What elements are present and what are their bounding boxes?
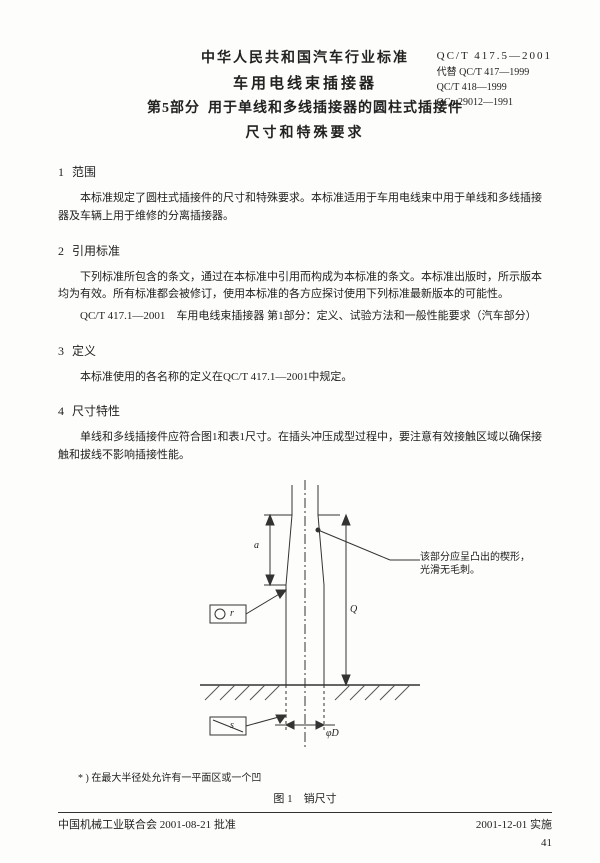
footer-rule <box>58 812 552 813</box>
footer-left: 中国机械工业联合会 2001-08-21 批准 <box>58 817 236 835</box>
section-1-p1: 本标准规定了圆柱式插接件的尺寸和特殊要求。本标准适用于车用电线束中用于单线和多线… <box>58 190 552 225</box>
dim-q-label: Q <box>350 603 357 616</box>
part-label: 第5部分 <box>147 98 200 120</box>
page-number: 41 <box>541 835 552 853</box>
dim-r-label: r <box>230 607 234 620</box>
section-3-head: 3 定义 <box>58 342 552 361</box>
section-1-title: 范围 <box>72 165 96 179</box>
section-2-num: 2 <box>58 244 64 258</box>
section-1-head: 1 范围 <box>58 163 552 182</box>
section-4-head: 4 尺寸特性 <box>58 402 552 421</box>
figure-caption: 图 1 销尺寸 <box>58 791 552 809</box>
header-block: QC/T 417.5—2001 代替 QC/T 417—1999 QC/T 41… <box>58 48 552 145</box>
std-sub1: 代替 QC/T 417—1999 <box>437 65 552 80</box>
standard-ids: QC/T 417.5—2001 代替 QC/T 417—1999 QC/T 41… <box>437 48 552 110</box>
pin-diagram-svg <box>58 475 552 765</box>
figure-1: a Q φD r s 该部分应呈凸出的楔形，光滑无毛刺。 <box>58 475 552 765</box>
section-2-title: 引用标准 <box>72 244 120 258</box>
std-sub2: QC/T 418—1999 <box>437 80 552 95</box>
std-main: QC/T 417.5—2001 <box>437 48 552 65</box>
section-3-num: 3 <box>58 344 64 358</box>
section-2-ref: QC/T 417.1—2001 车用电线束插接器 第1部分：定义、试验方法和一般… <box>58 308 552 326</box>
footer: 中国机械工业联合会 2001-08-21 批准 2001-12-01 实施 <box>58 812 552 835</box>
dim-phid-label: φD <box>326 727 339 740</box>
section-4-title: 尺寸特性 <box>72 404 120 418</box>
footer-right: 2001-12-01 实施 <box>476 817 552 835</box>
subtitle: 尺寸和特殊要求 <box>58 123 552 145</box>
section-4-num: 4 <box>58 404 64 418</box>
page: QC/T 417.5—2001 代替 QC/T 417—1999 QC/T 41… <box>0 0 600 863</box>
section-3-p1: 本标准使用的各名称的定义在QC/T 417.1—2001中规定。 <box>58 369 552 387</box>
dim-s-label: s <box>230 719 234 732</box>
section-3-title: 定义 <box>72 344 96 358</box>
section-2-head: 2 引用标准 <box>58 242 552 261</box>
section-1-num: 1 <box>58 165 64 179</box>
section-4-p1: 单线和多线插接件应符合图1和表1尺寸。在插头冲压成型过程中，要注意有效接触区域以… <box>58 429 552 464</box>
section-2-p1: 下列标准所包含的条文，通过在本标准中引用而构成为本标准的条文。本标准出版时，所示… <box>58 269 552 304</box>
figure-note: * ) 在最大半径处允许有一平面区或一个凹 <box>58 771 552 787</box>
dim-a-label: a <box>254 539 259 552</box>
std-sub3: QCn 29012—1991 <box>437 95 552 110</box>
figure-annotation: 该部分应呈凸出的楔形，光滑无毛刺。 <box>420 551 530 577</box>
part-title: 用于单线和多线插接器的圆柱式插接件 <box>208 98 463 120</box>
